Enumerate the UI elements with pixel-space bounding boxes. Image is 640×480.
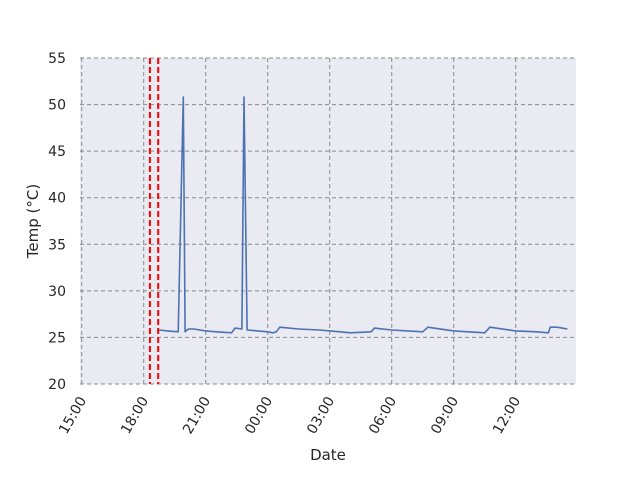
y-tick-label: 45 [48, 144, 66, 160]
x-tick-label: 09:00 [428, 394, 462, 437]
x-tick-label: 12:00 [490, 394, 524, 437]
y-tick-label: 25 [48, 330, 66, 346]
x-axis-label: Date [310, 446, 346, 464]
y-tick-label: 55 [48, 51, 66, 67]
x-tick-labels: 15:00 18:00 21:00 00:00 03:00 06:00 09:00 12:00 [56, 394, 524, 437]
y-tick-label: 30 [48, 284, 66, 300]
plot-area [80, 58, 576, 384]
x-tick-label: 06:00 [366, 394, 400, 437]
temperature-series-line [159, 96, 568, 334]
grid-lines [80, 57, 576, 385]
x-tick-label: 21:00 [180, 394, 214, 437]
series-lines [159, 96, 568, 334]
y-tick-label: 50 [48, 98, 66, 114]
y-tick-labels: 20 25 30 35 40 45 50 55 [48, 51, 66, 393]
x-tick-label: 00:00 [242, 394, 276, 437]
y-tick-label: 35 [48, 237, 66, 253]
x-tick-label: 15:00 [56, 394, 90, 437]
vertical-markers [148, 58, 160, 384]
y-tick-label: 40 [48, 191, 66, 207]
x-tick-label: 18:00 [118, 394, 152, 437]
x-tick-label: 03:00 [304, 394, 338, 437]
y-axis-label: Temp (°C) [24, 184, 42, 259]
y-tick-label: 20 [48, 377, 66, 393]
